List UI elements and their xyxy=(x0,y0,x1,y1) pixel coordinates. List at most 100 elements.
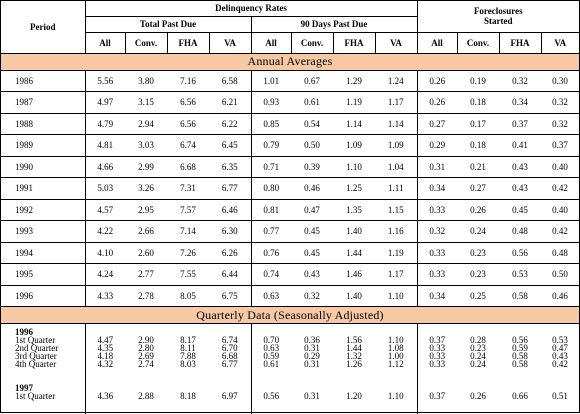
value-cell: 5.03 xyxy=(84,177,125,200)
quarter-block-1996: 1996 1st Quarter 2nd Quarter 3rd Quarter 4th… xyxy=(1,323,579,380)
value-cell: 4.97 xyxy=(84,91,125,114)
period-cell: 1996 xyxy=(1,285,85,307)
value-cell: 6.58 xyxy=(209,70,251,92)
value-cell: 1.19 xyxy=(333,91,375,114)
column-header-fha: FHA xyxy=(166,32,209,54)
value-cell: 0.31 xyxy=(304,343,320,353)
days90-header: 90 Days Past Due xyxy=(250,16,417,33)
value-cell: 6.77 xyxy=(209,177,251,200)
value-cell: 0.47 xyxy=(552,343,568,353)
value-cell: 3.03 xyxy=(125,134,167,157)
value-cell: 3.15 xyxy=(125,91,167,114)
column-header-va: VA xyxy=(208,32,251,54)
value-cell: 1.44 xyxy=(333,242,375,264)
value-cell: 7.57 xyxy=(167,199,209,221)
value-cell: 0.61 xyxy=(263,359,280,369)
value-cell: 7.14 xyxy=(167,220,209,243)
column-header-all: All xyxy=(84,32,125,54)
value-cell: 4.22 xyxy=(84,220,125,243)
value-cell: 6.77 xyxy=(221,359,238,369)
value-cell: 0.34 xyxy=(416,177,457,200)
table-row: 1993 4.22 2.66 7.14 6.30 0.77 0.45 1.40 1.16 0.32… xyxy=(1,220,580,243)
value-cell: 7.55 xyxy=(167,263,209,286)
value-cell: 0.80 xyxy=(250,177,291,200)
value-cell: 0.45 xyxy=(499,199,541,221)
value-cell: 0.85 xyxy=(250,113,291,135)
total-past-due-header: Total Past Due xyxy=(84,16,251,33)
value-cell: 0.29 xyxy=(304,351,320,361)
value-cell: 0.43 xyxy=(499,156,541,178)
column-header-conv: Conv. xyxy=(456,32,499,54)
value-cell: 2.94 xyxy=(125,113,167,135)
value-cell: 1.10 xyxy=(387,335,404,345)
value-cell: 0.27 xyxy=(457,177,499,200)
period-cell: 1987 xyxy=(1,91,85,114)
value-cell: 1.17 xyxy=(375,91,417,114)
value-cell: 0.33 xyxy=(429,343,446,353)
value-cell: 0.23 xyxy=(457,242,499,264)
value-cell: 0.18 xyxy=(457,134,499,157)
table-row: 1989 4.81 3.03 6.74 6.45 0.79 0.50 1.09 1.09 0.29… xyxy=(1,134,580,157)
value-cell: 0.23 xyxy=(457,263,499,286)
value-cell: 1.12 xyxy=(387,359,404,369)
value-cell: 1.09 xyxy=(375,134,417,157)
value-cell: 4.47 xyxy=(97,335,114,345)
column-header-va: VA xyxy=(540,32,580,54)
value-cell: 0.59 xyxy=(512,343,528,353)
quarter-label: 2nd Quarter xyxy=(15,343,59,353)
value-cell: 4.32 xyxy=(97,359,114,369)
value-cell: 1.19 xyxy=(375,242,417,264)
value-cell: 0.26 xyxy=(416,70,457,92)
value-cell: 1.46 xyxy=(333,263,375,286)
value-cell: 0.66 xyxy=(512,390,528,401)
value-cell: 0.28 xyxy=(470,335,486,345)
delinquency-header: Delinquency Rates xyxy=(84,1,417,17)
value-cell: 0.53 xyxy=(499,263,541,286)
column-header-conv: Conv. xyxy=(290,32,333,54)
value-cell: 0.58 xyxy=(499,285,541,307)
value-cell: 1.24 xyxy=(375,70,417,92)
value-cell: 1.01 xyxy=(250,70,291,92)
value-cell: 0.39 xyxy=(291,156,333,178)
value-cell: 0.81 xyxy=(250,199,291,221)
section-band: Quarterly Data (Seasonally Adjusted) xyxy=(1,306,580,324)
value-cell: 0.42 xyxy=(552,359,568,369)
table-row: 1992 4.57 2.95 7.57 6.46 0.81 0.47 1.35 1.15 0.33… xyxy=(1,199,580,221)
table-row: 1994 4.10 2.60 7.26 6.26 0.76 0.45 1.44 1.19 0.33… xyxy=(1,242,580,264)
table-row: 1996 4.33 2.78 8.05 6.75 0.63 0.32 1.40 1.10 0.34… xyxy=(1,285,580,307)
value-cell: 0.53 xyxy=(552,335,568,345)
foreclosures-header: Foreclosures Started xyxy=(416,1,580,33)
value-cell: 0.18 xyxy=(457,91,499,114)
value-cell: 0.56 xyxy=(263,390,280,401)
column-header-fha: FHA xyxy=(498,32,541,54)
value-cell: 7.26 xyxy=(167,242,209,264)
value-cell: 1.14 xyxy=(333,113,375,135)
value-cell: 0.45 xyxy=(291,220,333,243)
value-cell: 6.74 xyxy=(221,335,238,345)
value-cell: 6.22 xyxy=(209,113,251,135)
column-header-row: All Conv. FHA VA All Conv. FHA VA All Conv. FHA VA xyxy=(1,32,580,54)
table-row: 1990 4.66 2.99 6.68 6.35 0.71 0.39 1.10 1.04 0.31… xyxy=(1,156,580,178)
value-cell: 0.56 xyxy=(499,242,541,264)
column-header-all: All xyxy=(416,32,457,54)
value-cell: 0.93 xyxy=(250,91,291,114)
value-cell: 0.48 xyxy=(499,220,541,243)
value-cell: 0.43 xyxy=(291,263,333,286)
column-header-all: All xyxy=(250,32,291,54)
value-cell: 0.24 xyxy=(470,359,486,369)
quarter-label: 1st Quarter xyxy=(15,335,56,345)
value-cell: 6.46 xyxy=(209,199,251,221)
period-cell: 1986 xyxy=(1,70,85,92)
value-cell: 2.80 xyxy=(138,343,154,353)
value-cell: 6.44 xyxy=(209,263,251,286)
value-cell: 0.70 xyxy=(263,335,280,345)
value-cell: 1.56 xyxy=(346,335,362,345)
value-cell: 0.26 xyxy=(470,390,486,401)
value-cell: 0.37 xyxy=(429,390,446,401)
value-cell: 0.33 xyxy=(416,242,457,264)
column-header-conv: Conv. xyxy=(124,32,167,54)
value-cell: 0.33 xyxy=(416,263,457,286)
value-cell: 1.44 xyxy=(346,343,362,353)
value-cell: 6.75 xyxy=(209,285,251,307)
